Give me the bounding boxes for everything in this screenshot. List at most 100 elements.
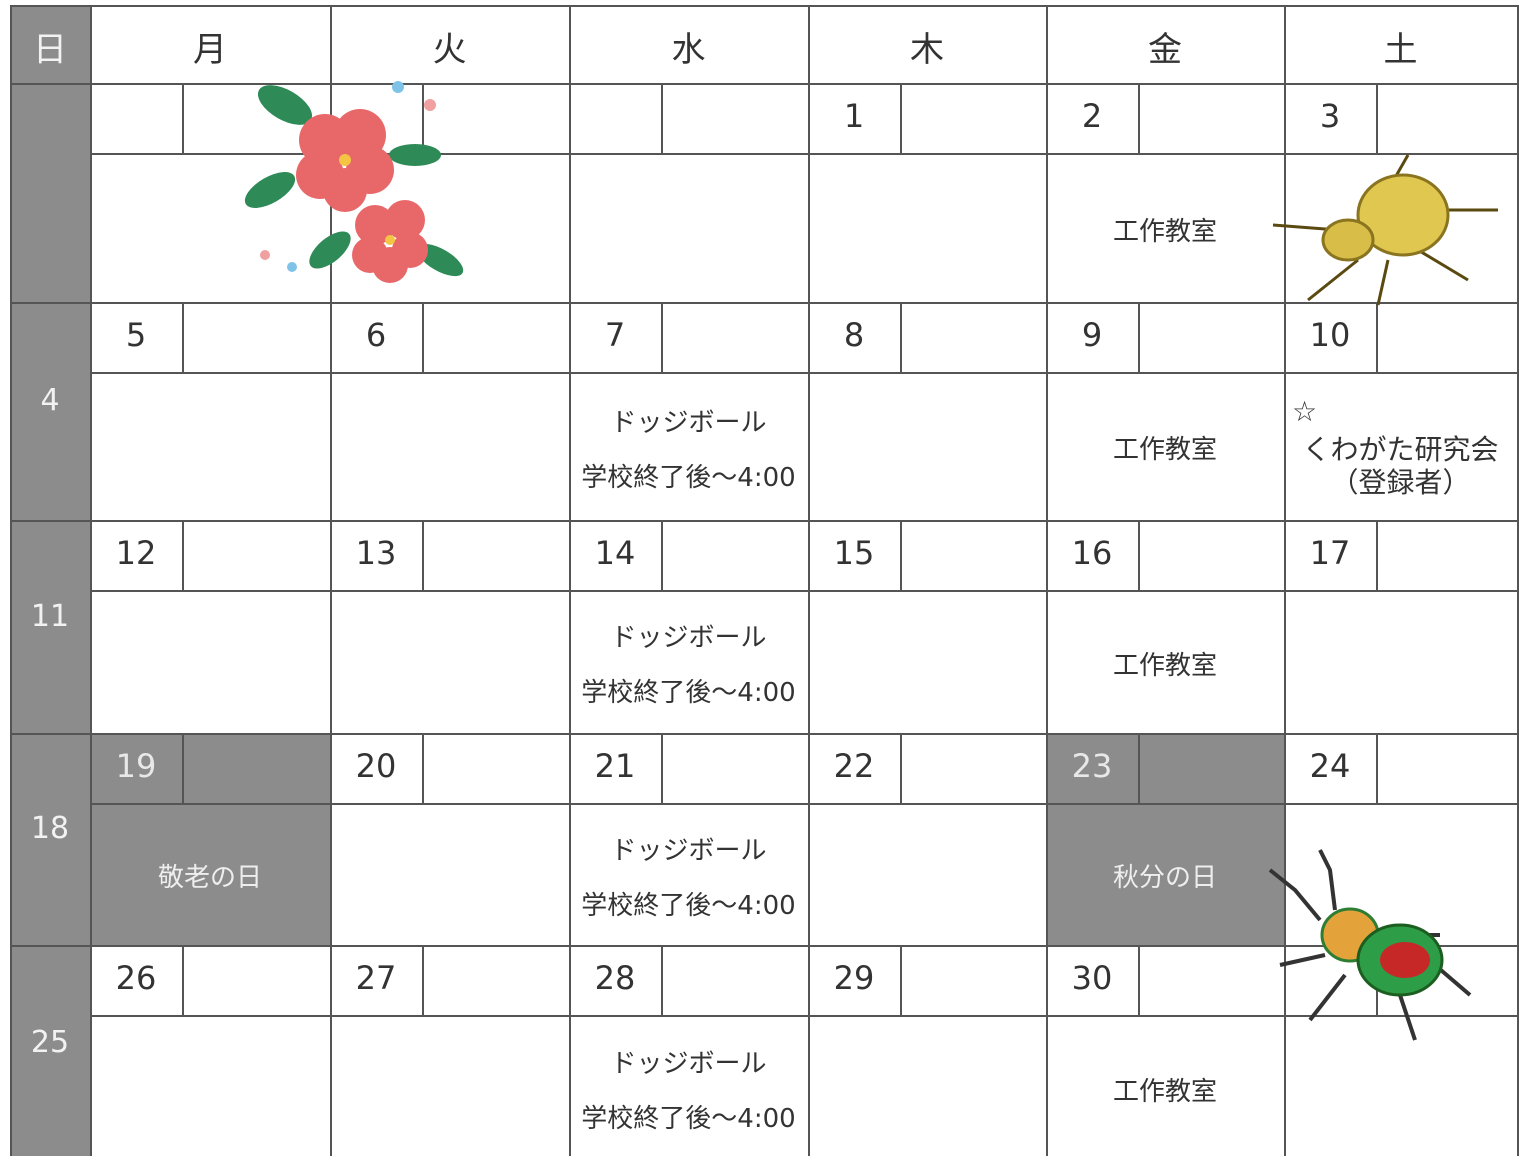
date-number: 26: [115, 959, 157, 997]
event-text: くわがた研究会: [1302, 432, 1499, 466]
day-cell: [90, 945, 332, 1156]
header-day: 火: [432, 30, 467, 70]
date-number: 6: [365, 316, 387, 354]
date-number: 17: [1309, 534, 1351, 572]
day-cell: [808, 945, 1048, 1156]
header-day: 土: [1383, 30, 1418, 70]
event-text: ドッジボール: [610, 1049, 767, 1080]
date-box: [808, 945, 902, 1017]
sunday-cell: [10, 83, 92, 304]
day-cell: [808, 83, 1048, 304]
event-text: ドッジボール: [610, 835, 767, 866]
event-text: 工作教室: [1112, 1076, 1217, 1107]
day-cell: [1284, 733, 1519, 947]
sunday-cell: [10, 945, 92, 1156]
date-box: [330, 945, 424, 1017]
date-number: 7: [604, 316, 626, 354]
sunday-date: 25: [30, 1024, 70, 1060]
date-number: 16: [1071, 534, 1113, 572]
date-box: [569, 83, 663, 155]
header-day: 日: [33, 30, 67, 70]
event-text: ドッジボール: [610, 623, 767, 654]
date-box: [808, 83, 902, 155]
date-box: [569, 945, 663, 1017]
header-day: 木: [910, 30, 944, 70]
date-box: [1046, 945, 1140, 1017]
event-text: 学校終了後〜4:00: [581, 1104, 796, 1135]
date-box: [90, 520, 184, 592]
date-box: [569, 520, 663, 592]
day-cell: [90, 302, 332, 522]
date-box: [569, 733, 663, 805]
date-number: 14: [594, 534, 636, 572]
day-cell: [808, 733, 1048, 947]
sunday-date: 11: [30, 598, 70, 634]
day-cell: [90, 733, 332, 947]
date-number: 5: [125, 316, 147, 354]
date-box: [1284, 520, 1378, 592]
header-cell: [1046, 5, 1286, 85]
header-day: 月: [193, 30, 227, 70]
date-number: 8: [843, 316, 865, 354]
header-cell: [90, 5, 332, 85]
date-box: [90, 302, 184, 374]
date-number: 23: [1071, 747, 1113, 785]
header-day: 金: [1148, 30, 1182, 70]
date-box: [1284, 83, 1378, 155]
date-number: 10: [1309, 316, 1351, 354]
date-number: 15: [833, 534, 875, 572]
date-number: 22: [833, 747, 875, 785]
event-text: 工作教室: [1112, 650, 1217, 681]
date-number: 19: [115, 747, 157, 785]
date-number: 21: [594, 747, 636, 785]
date-box: [808, 302, 902, 374]
date-box: [1046, 83, 1140, 155]
event-text: 学校終了後〜4:00: [581, 462, 796, 493]
date-box: [330, 733, 424, 805]
date-box: [90, 733, 184, 805]
date-number: 29: [833, 959, 875, 997]
date-number: 20: [355, 747, 397, 785]
day-cell: [1046, 83, 1286, 304]
date-number: 1: [843, 97, 865, 135]
header-day: 水: [671, 30, 706, 70]
date-number: 24: [1309, 747, 1351, 785]
event-text: 工作教室: [1112, 216, 1217, 247]
date-number: 30: [1071, 959, 1113, 997]
date-box: [1046, 733, 1140, 805]
sunday-date: 18: [30, 811, 70, 846]
date-number: 9: [1081, 316, 1103, 354]
hibiscus-decoration: [244, 81, 464, 283]
date-box: [1284, 302, 1378, 374]
event-text: ドッジボール: [610, 407, 767, 438]
event-text: 学校終了後〜4:00: [581, 678, 796, 709]
date-box: [1284, 733, 1378, 805]
beetle-decoration: [1268, 849, 1472, 1041]
date-number: 3: [1319, 97, 1341, 135]
date-number: 12: [115, 534, 157, 572]
event-text: （登録者）: [1330, 465, 1471, 499]
date-box: [330, 520, 424, 592]
day-cell: [1046, 733, 1286, 947]
day-cell: [1046, 302, 1286, 522]
header-cell: [10, 5, 92, 85]
event-text: 秋分の日: [1112, 863, 1217, 894]
event-text: ☆: [1292, 394, 1318, 428]
date-box: [330, 302, 424, 374]
date-box: [1046, 302, 1140, 374]
date-box: [1046, 520, 1140, 592]
event-text: 敬老の日: [157, 863, 262, 894]
day-cell: [1046, 520, 1286, 735]
date-number: 2: [1081, 97, 1103, 135]
date-number: 13: [355, 534, 397, 572]
date-box: [808, 520, 902, 592]
event-text: 工作教室: [1112, 435, 1217, 466]
date-box: [808, 733, 902, 805]
date-box: [90, 83, 184, 155]
beetle-decoration: [1272, 154, 1498, 306]
date-box: [90, 945, 184, 1017]
date-box: [569, 302, 663, 374]
header-cell: [1284, 5, 1519, 85]
event-text: 学校終了後〜4:00: [581, 890, 796, 921]
